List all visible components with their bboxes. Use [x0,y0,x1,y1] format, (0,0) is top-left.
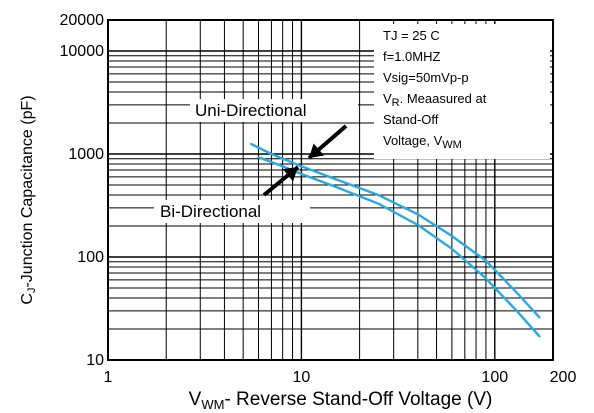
x-axis-label-text: - Reverse Stand-Off Voltage (V) [224,389,492,410]
arrow-head [309,143,325,158]
condition-frequency: f=1.0MHZ [383,49,440,64]
y-tick-label: 20000 [60,12,105,29]
condition-vsig: Vsig=50mVp-p [383,70,469,85]
y-axis-label-text: -Junction Capacitance (pF) [19,95,36,287]
arrow-bi [262,165,300,197]
condition-vr-prefix: V [383,91,392,106]
y-axis-label-sub: J [26,288,38,294]
condition-vr-sub: R [392,97,400,109]
condition-temperature: TJ = 25 C [383,28,440,43]
x-tick-label: 1 [104,369,113,386]
y-tick-label: 1000 [68,146,104,163]
y-axis-label-prefix: C [19,293,36,305]
y-axis-label: CJ-Junction Capacitance (pF) [19,95,38,304]
x-axis-label-prefix: V [189,389,202,410]
condition-standoff: Stand-Off [383,112,439,127]
condition-vr: VR. Meaasured at [383,91,487,109]
series-line-bi-directional [257,155,541,338]
y-tick-label: 100 [77,249,104,266]
x-axis-label: VWM- Reverse Stand-Off Voltage (V) [189,389,493,412]
y-tick-label: 10000 [60,43,105,60]
x-tick-label: 200 [550,369,577,386]
x-axis-label-sub: WM [201,397,224,412]
x-tick-label: 10 [292,369,310,386]
arrows [262,124,348,197]
conditions-box: TJ = 25 C f=1.0MHZ Vsig=50mVp-p VR. Meaa… [374,24,550,159]
arrow-head [282,167,298,182]
plot-frame [107,19,554,361]
condition-voltage-prefix: Voltage, V [383,133,443,148]
arrow-uni [307,124,348,160]
bi-directional-label: Bi-Directional [160,202,261,221]
y-tick-label: 10 [86,352,104,369]
uni-directional-label: Uni-Directional [195,101,306,120]
condition-voltage-sub: WM [442,139,462,151]
x-tick-label: 100 [481,369,508,386]
condition-voltage: Voltage, VWM [383,133,462,151]
condition-vr-text: . Meaasured at [400,91,487,106]
series-line-uni-directional [249,142,541,319]
